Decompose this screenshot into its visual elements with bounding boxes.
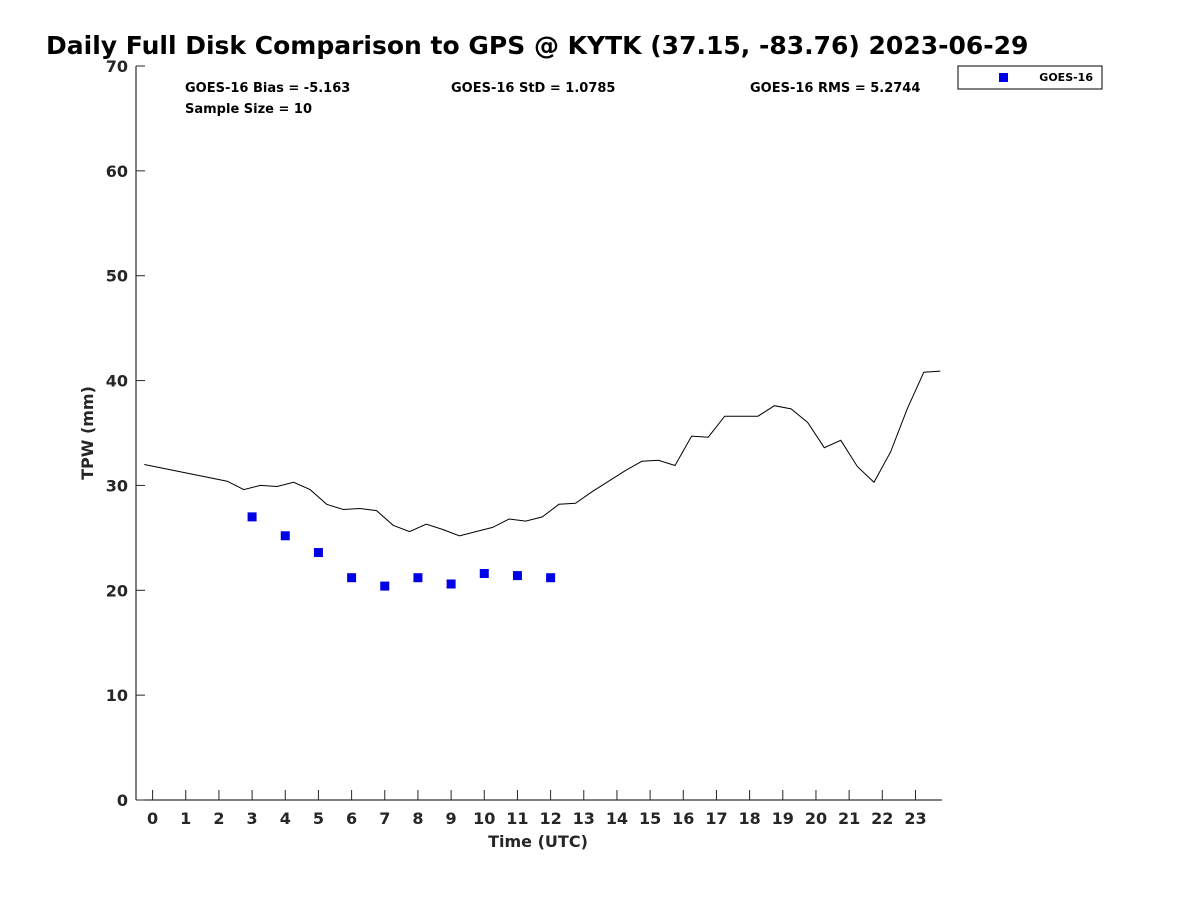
- goes16-data-point: [479, 569, 489, 579]
- x-tick-label: 19: [772, 809, 794, 828]
- rms-stat: GOES-16 RMS = 5.2744: [750, 81, 920, 96]
- goes16-data-point: [413, 573, 423, 583]
- legend-box: [957, 65, 1103, 90]
- x-tick-label: 8: [412, 809, 423, 828]
- std-stat: GOES-16 StD = 1.0785: [451, 81, 615, 96]
- x-tick-label: 4: [280, 809, 291, 828]
- x-tick-label: 6: [346, 809, 357, 828]
- goes16-marker-layer: [247, 512, 556, 591]
- y-tick-label: 0: [117, 791, 128, 810]
- x-tick-label: 2: [213, 809, 224, 828]
- y-tick-label: 40: [106, 372, 128, 391]
- chart-title: Daily Full Disk Comparison to GPS @ KYTK…: [46, 31, 1028, 60]
- x-tick-label: 16: [672, 809, 694, 828]
- x-tick-label: 23: [904, 809, 926, 828]
- bias-stat: GOES-16 Bias = -5.163: [185, 81, 350, 96]
- x-tick-label: 0: [147, 809, 158, 828]
- x-tick-label: 21: [838, 809, 860, 828]
- x-tick-label: 18: [738, 809, 760, 828]
- x-tick-label: 15: [639, 809, 661, 828]
- y-tick-label: 50: [106, 267, 128, 286]
- y-tick-label: 60: [106, 162, 128, 181]
- x-tick-label: 9: [446, 809, 457, 828]
- y-tick-label: 20: [106, 581, 128, 600]
- goes16-data-point: [546, 573, 556, 583]
- x-axis-label: Time (UTC): [488, 832, 588, 851]
- y-tick-label: 70: [106, 57, 128, 76]
- x-tick-label: 13: [573, 809, 595, 828]
- x-tick-label: 20: [805, 809, 827, 828]
- goes16-data-point: [247, 512, 257, 522]
- gps-tpw-line: [144, 370, 941, 537]
- x-tick-label: 7: [379, 809, 390, 828]
- goes16-data-point: [347, 573, 357, 583]
- x-tick-label: 17: [705, 809, 727, 828]
- legend: GOES-16: [957, 65, 1103, 90]
- legend-label-goes16: GOES-16: [1039, 71, 1093, 84]
- y-tick-label: 30: [106, 476, 128, 495]
- x-tick-label: 5: [313, 809, 324, 828]
- y-tick-label: 10: [106, 686, 128, 705]
- goes16-data-point: [280, 531, 290, 541]
- sample-size-stat: Sample Size = 10: [185, 102, 312, 117]
- x-tick-label: 22: [871, 809, 893, 828]
- gps-line-layer: [144, 370, 941, 537]
- x-tick-label: 1: [180, 809, 191, 828]
- x-tick-label: 10: [473, 809, 495, 828]
- x-tick-label: 3: [247, 809, 258, 828]
- goes16-data-point: [512, 571, 522, 581]
- axes: 0 1 2 3 4 5 6 7 8 9 10 11 12 13 14 15 16 17 18 19 20 21 22 2301…: [106, 57, 942, 828]
- y-axis-label: TPW (mm): [78, 386, 97, 480]
- x-tick-label: 14: [606, 809, 628, 828]
- goes16-data-point: [446, 579, 456, 589]
- goes16-data-point: [313, 548, 323, 558]
- x-tick-label: 11: [506, 809, 528, 828]
- goes16-data-point: [380, 581, 390, 591]
- x-tick-label: 12: [539, 809, 561, 828]
- legend-marker-goes16: [999, 73, 1008, 82]
